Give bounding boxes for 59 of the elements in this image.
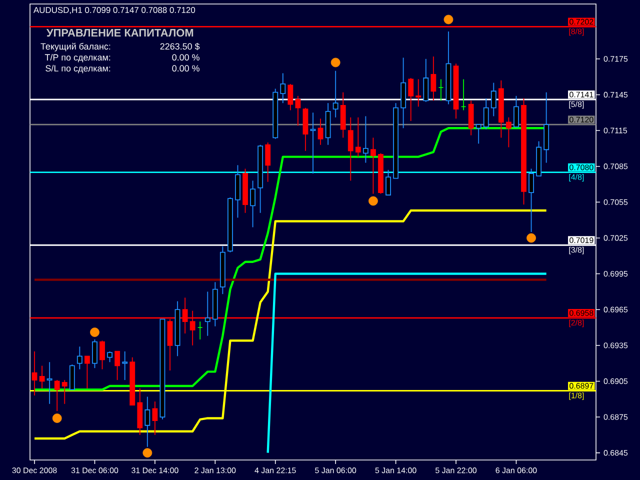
candlestick xyxy=(92,338,98,369)
candlestick xyxy=(476,124,482,144)
annotation: Текущий баланс: xyxy=(40,42,110,52)
point xyxy=(526,233,536,243)
candlestick xyxy=(32,350,38,396)
candlestick xyxy=(348,116,354,182)
candlestick xyxy=(460,78,466,111)
candlestick xyxy=(204,291,210,336)
candlestick xyxy=(62,380,68,404)
annotation: УПРАВЛЕНИЕ КАПИТАЛОМ xyxy=(46,28,194,37)
candlestick xyxy=(483,98,489,130)
candlestick xyxy=(144,396,150,448)
candlestick xyxy=(280,72,286,104)
candlestick xyxy=(265,142,271,182)
candlestick xyxy=(438,78,444,102)
candlestick xyxy=(386,169,391,196)
point xyxy=(444,14,454,24)
candlestick xyxy=(122,350,128,380)
candlestick xyxy=(152,401,158,436)
point xyxy=(368,196,378,206)
candlestick xyxy=(69,364,75,390)
candlestick xyxy=(100,340,105,370)
point xyxy=(142,448,152,458)
point xyxy=(52,414,62,423)
candlestick xyxy=(355,116,361,158)
annotation: 0.00 % xyxy=(172,54,200,61)
candlestick xyxy=(332,70,338,118)
candlestick xyxy=(528,168,534,232)
candlestick xyxy=(490,82,496,117)
candlestick xyxy=(468,100,474,136)
candlestick xyxy=(295,95,301,126)
candlestick xyxy=(408,78,414,122)
candlestick xyxy=(107,350,112,363)
candlestick xyxy=(362,116,368,164)
annotation: T/P по сделкам: xyxy=(44,54,110,62)
candlestick xyxy=(416,78,422,108)
candlestick xyxy=(54,380,60,412)
candlestick xyxy=(76,346,82,370)
candlestick xyxy=(310,112,316,174)
candlestick xyxy=(46,362,52,404)
annotation: 0.00 % xyxy=(172,65,200,72)
candlestick xyxy=(423,58,429,102)
candlestick xyxy=(340,92,346,138)
annotation: 2263.50 $ xyxy=(160,42,200,50)
candlestick xyxy=(39,365,45,389)
chart-title: AUDUSD,H1 0.7099 0.7147 0.7088 0.7120 xyxy=(33,7,196,14)
candlestick xyxy=(514,95,519,128)
candlestick xyxy=(430,56,436,102)
candlestick xyxy=(197,321,203,340)
candlestick xyxy=(84,356,90,389)
annotation: S/L по сделкам: xyxy=(46,64,110,74)
candlestick xyxy=(506,116,512,148)
point xyxy=(330,58,340,68)
candlestick xyxy=(114,350,120,380)
candlestick xyxy=(370,137,376,194)
point xyxy=(90,328,100,337)
candlestick xyxy=(250,180,256,228)
candlestick xyxy=(318,118,324,146)
candlestick xyxy=(288,84,294,111)
